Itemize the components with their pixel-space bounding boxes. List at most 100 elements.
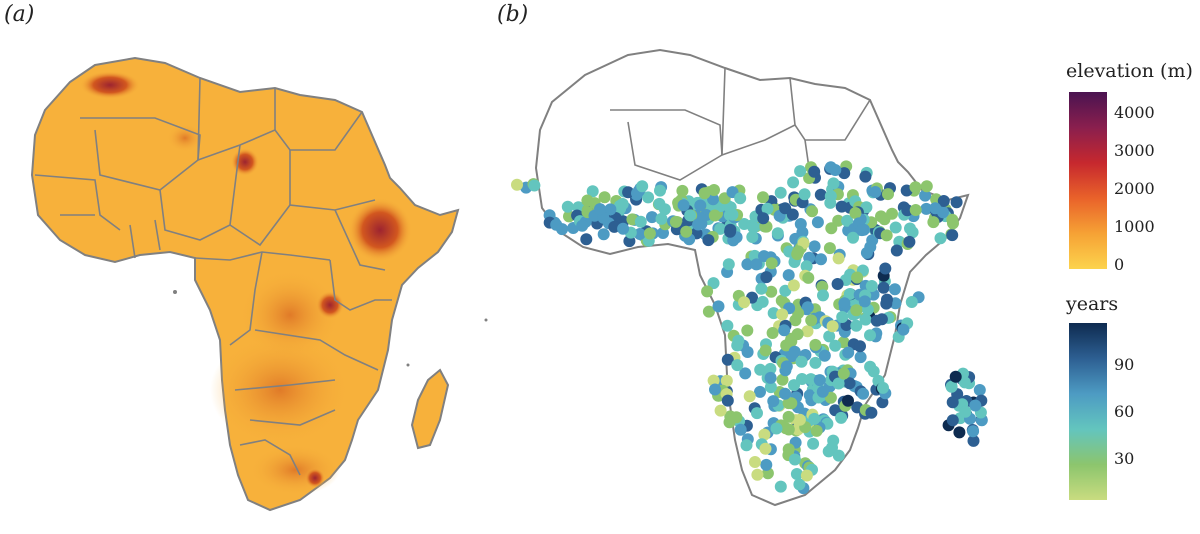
sampling-point: [864, 329, 876, 342]
sampling-point: [796, 226, 809, 239]
sampling-point: [714, 222, 727, 235]
sampling-point: [643, 227, 656, 240]
sampling-point: [765, 285, 778, 298]
sampling-point: [882, 188, 894, 201]
elevation-tick-3000: 3000: [1114, 141, 1155, 160]
sampling-point: [646, 211, 658, 224]
sampling-point: [776, 373, 789, 386]
sampling-point: [698, 187, 711, 200]
sampling-point: [758, 250, 770, 263]
sampling-point: [759, 442, 772, 455]
sampling-point: [787, 279, 800, 292]
sampling-point: [816, 385, 829, 398]
sampling-point: [747, 221, 760, 234]
sampling-point: [598, 191, 611, 204]
sampling-point: [832, 449, 845, 462]
sampling-point: [878, 213, 891, 226]
sampling-point: [877, 281, 890, 294]
sampling-point: [765, 257, 778, 270]
sampling-point: [746, 231, 759, 243]
sampling-point: [721, 353, 734, 366]
sampling-point: [929, 202, 942, 215]
elevation-highlights: [80, 71, 412, 495]
sampling-point: [802, 271, 815, 284]
sampling-point: [741, 346, 754, 358]
sampling-point: [788, 453, 801, 466]
sampling-point: [842, 346, 855, 359]
sampling-point: [959, 405, 972, 418]
sampling-point: [754, 385, 766, 398]
sampling-point: [909, 181, 922, 194]
sampling-point: [973, 384, 986, 396]
sampling-point: [782, 269, 795, 282]
sampling-point: [793, 478, 806, 491]
sampling-point: [741, 258, 754, 271]
sampling-point: [801, 325, 814, 338]
years-tick-90: 90: [1114, 355, 1135, 374]
sampling-point: [721, 394, 734, 407]
sampling-point: [694, 199, 707, 212]
sampling-point: [720, 374, 733, 387]
sampling-point: [708, 209, 721, 222]
sampling-point: [813, 374, 826, 387]
sampling-point: [757, 191, 769, 204]
sampling-point: [889, 221, 902, 234]
sampling-point: [909, 204, 922, 216]
sampling-point: [967, 425, 980, 438]
sampling-point: [764, 362, 777, 375]
sampling-point: [676, 184, 689, 197]
sampling-point: [832, 377, 845, 390]
sampling-point: [774, 186, 787, 199]
sampling-point: [764, 381, 777, 394]
sampling-point: [756, 295, 769, 308]
sampling-point: [865, 280, 878, 292]
sampling-point: [755, 282, 768, 295]
sampling-point: [692, 218, 705, 231]
sampling-point: [860, 246, 873, 259]
sampling-point: [707, 374, 720, 387]
sampling-point: [934, 232, 947, 245]
sampling-point: [947, 217, 959, 230]
sampling-point: [831, 278, 844, 290]
sampling-point: [855, 224, 868, 237]
madagascar: [410, 368, 450, 450]
sampling-point: [945, 380, 958, 393]
sampling-point: [617, 222, 630, 235]
sampling-point: [622, 186, 635, 199]
sampling-point: [655, 212, 668, 225]
sampling-point: [751, 468, 764, 481]
elevation-colorbar: [1069, 92, 1107, 269]
sampling-point: [854, 340, 866, 353]
sampling-point: [782, 410, 795, 423]
sampling-point: [654, 184, 666, 197]
sampling-point: [786, 208, 799, 221]
sampling-point: [576, 219, 589, 232]
sampling-points-map: [511, 48, 988, 507]
sampling-point: [642, 191, 655, 204]
sampling-point: [835, 411, 848, 424]
sampling-point: [807, 437, 820, 450]
sampling-point: [677, 199, 690, 212]
sampling-point: [859, 170, 872, 183]
sampling-point: [722, 258, 735, 271]
sampling-point: [804, 373, 817, 386]
sampling-point: [669, 215, 682, 228]
sampling-point: [734, 423, 747, 436]
sampling-point: [734, 192, 747, 205]
sampling-point: [633, 228, 646, 240]
sampling-point: [876, 396, 889, 409]
sampling-point: [795, 355, 808, 368]
sampling-point: [730, 411, 743, 424]
sampling-point: [616, 198, 629, 210]
sampling-point: [880, 297, 893, 310]
sampling-point: [793, 413, 806, 426]
sampling-point: [904, 222, 916, 235]
panel-b-label: (b): [497, 2, 529, 27]
sampling-point: [680, 225, 693, 238]
sampling-point: [779, 284, 792, 297]
sampling-point: [788, 345, 801, 358]
sampling-point: [837, 367, 850, 380]
sampling-point: [825, 222, 838, 235]
sampling-point: [838, 297, 851, 310]
sampling-point: [759, 344, 772, 357]
